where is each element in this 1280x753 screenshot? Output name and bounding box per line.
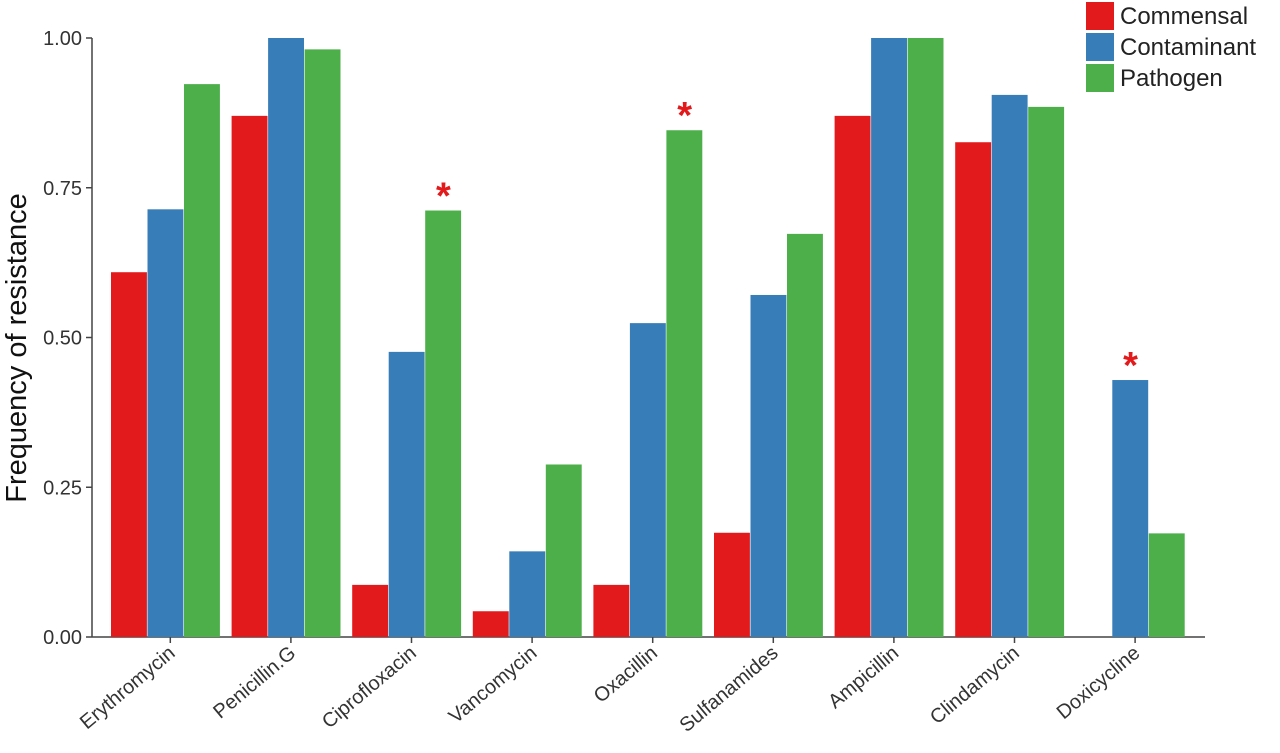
x-tick-label: Oxacillin — [590, 642, 662, 707]
x-tick-label: Ciprofloxacin — [318, 642, 421, 733]
bar-pathogen-clindamycin — [1028, 106, 1065, 637]
bar-pathogen-penicillin-g — [304, 49, 341, 638]
bar-commensal-ampicillin — [834, 115, 871, 638]
bar-commensal-penicillin-g — [231, 115, 268, 638]
significance-marker: * — [1123, 345, 1138, 387]
y-axis: 0.00 0.25 0.50 0.75 1.00 — [43, 28, 93, 649]
legend-swatch-contaminant — [1086, 33, 1114, 61]
legend: Commensal Contaminant Pathogen — [1086, 2, 1256, 92]
bars — [111, 38, 1185, 638]
y-tick-label: 0.25 — [43, 477, 82, 499]
bar-pathogen-erythromycin — [184, 84, 220, 638]
bar-contaminant-erythromycin — [147, 209, 184, 637]
significance-marker: * — [436, 176, 451, 218]
legend-swatch-commensal — [1086, 2, 1114, 30]
x-tick-label: Ampicillin — [824, 642, 903, 713]
y-axis-label: Frequency of resistance — [1, 193, 33, 502]
annotations: * * * — [436, 95, 1138, 387]
x-axis: Erythromycin Penicillin.G Ciprofloxacin Van… — [76, 636, 1205, 737]
bar-contaminant-clindamycin — [991, 94, 1028, 637]
bar-commensal-clindamycin — [955, 142, 992, 637]
bar-commensal-vancomycin — [472, 611, 509, 637]
legend-label-contaminant: Contaminant — [1120, 34, 1256, 61]
x-tick-label: Doxicycline — [1053, 642, 1145, 724]
y-tick-label: 0.50 — [43, 328, 82, 350]
y-tick-label: 0.00 — [43, 627, 82, 649]
y-tick-label: 0.75 — [43, 178, 82, 200]
bar-pathogen-ciprofloxacin — [425, 210, 462, 637]
bar-contaminant-penicillin-g — [268, 38, 304, 637]
x-tick-label: Sulfanamides — [676, 642, 783, 737]
bar-commensal-ciprofloxacin — [352, 584, 389, 637]
x-tick-label: Erythromycin — [76, 642, 180, 734]
legend-label-commensal: Commensal — [1120, 3, 1248, 30]
bar-commensal-oxacillin — [593, 584, 630, 637]
x-tick-label: Vancomycin — [445, 642, 541, 728]
y-tick-label: 1.00 — [43, 28, 82, 50]
bar-contaminant-vancomycin — [509, 551, 546, 637]
significance-marker: * — [677, 95, 692, 137]
bar-contaminant-sulfanamides — [750, 294, 787, 637]
bar-contaminant-doxicycline — [1112, 380, 1149, 637]
x-tick-label: Penicillin.G — [209, 642, 300, 723]
bar-pathogen-sulfanamides — [787, 233, 823, 638]
legend-label-pathogen: Pathogen — [1120, 65, 1223, 92]
bar-pathogen-doxicycline — [1148, 533, 1185, 637]
bar-contaminant-ampicillin — [871, 38, 907, 637]
bar-contaminant-ciprofloxacin — [388, 351, 425, 637]
bar-pathogen-ampicillin — [907, 38, 944, 637]
bar-commensal-erythromycin — [111, 272, 147, 637]
bar-contaminant-oxacillin — [629, 323, 666, 637]
bar-pathogen-vancomycin — [545, 464, 582, 637]
legend-swatch-pathogen — [1086, 64, 1114, 92]
bar-pathogen-oxacillin — [666, 130, 703, 637]
x-tick-label: Clindamycin — [926, 642, 1024, 729]
bar-commensal-sulfanamides — [714, 532, 750, 637]
